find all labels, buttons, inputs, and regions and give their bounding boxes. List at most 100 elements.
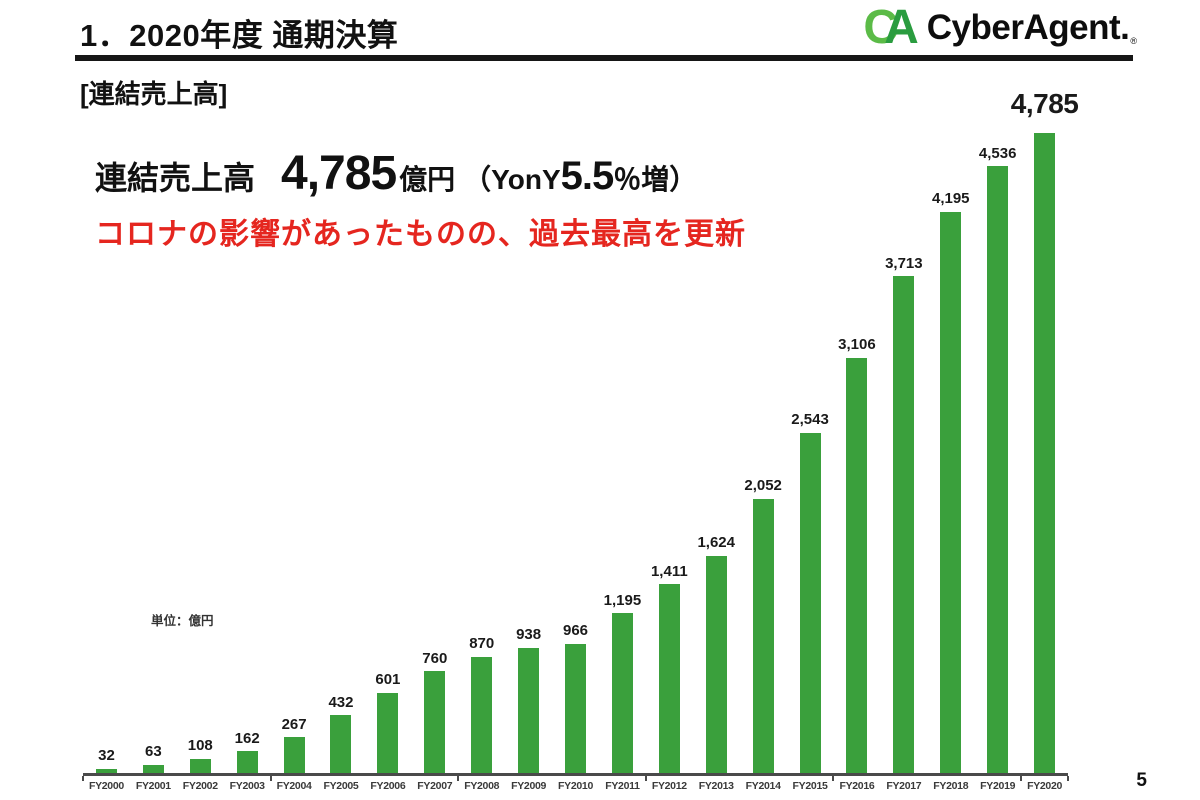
cyberagent-logo: C A CyberAgent. ®: [863, 4, 1137, 52]
bar: [142, 764, 164, 773]
bar-column: 601: [364, 672, 411, 773]
x-axis-label: FY2020: [1027, 780, 1063, 792]
bar: [1034, 133, 1056, 773]
bar: [95, 768, 117, 773]
page-number: 5: [1136, 770, 1147, 791]
bar: [424, 671, 446, 773]
bar: [658, 584, 680, 773]
bar-value-label: 108: [187, 737, 213, 755]
cyberagent-ca-icon: C A: [863, 4, 918, 52]
section-label: [連結売上高]: [80, 79, 228, 109]
bar: [799, 432, 821, 773]
bar-value-label: 3,713: [885, 254, 923, 272]
bar: [611, 613, 633, 773]
x-axis-label: FY2011: [605, 780, 640, 792]
bar-column: 1,411: [646, 562, 693, 773]
bar-column: 4,195: [927, 191, 974, 773]
x-axis-label: FY2004: [276, 780, 312, 792]
bar-value-label: 4,536: [978, 144, 1017, 162]
axis-tick: [1067, 776, 1069, 781]
x-axis-label: FY2000: [88, 780, 124, 792]
bar-column: 4,536: [974, 144, 1021, 773]
headline-subtitle: コロナの影響があったものの、過去最高を更新: [95, 218, 746, 251]
bar: [846, 357, 868, 773]
logo-letter-a: A: [884, 1, 919, 54]
bar: [330, 715, 352, 773]
bar-value-label: 2,543: [791, 411, 829, 429]
bar-column: 966: [552, 623, 599, 773]
logo-wordmark: CyberAgent.: [926, 8, 1130, 47]
axis-tick: [644, 776, 647, 781]
bar-column: 3,713: [880, 254, 927, 773]
bar: [940, 211, 962, 773]
headline-prefix: 連結売上高: [95, 160, 256, 196]
x-axis-label: FY2003: [229, 780, 265, 792]
bar: [565, 643, 587, 773]
x-axis-label: FY2009: [511, 780, 547, 792]
headline-yoy-open: （YonY: [463, 164, 561, 195]
chart-unit-label: 単位：億円: [151, 614, 214, 628]
bar-column: 108: [177, 738, 224, 773]
x-axis-label: FY2007: [417, 780, 453, 792]
headline-unit: 億円: [399, 164, 456, 195]
bar: [283, 737, 305, 773]
headline-block: 連結売上高 4,785 億円 （YonY 5.5 ％増） コロナの影響があったも…: [95, 146, 746, 253]
x-axis-label: FY2010: [558, 780, 593, 792]
headline-yoy-close: ％増）: [613, 164, 698, 195]
bar-column: 760: [411, 649, 458, 773]
page-title: 1．2020年度 通期決算: [80, 18, 399, 53]
bar-column: 267: [271, 716, 318, 773]
bar-value-label: 162: [234, 729, 260, 747]
x-axis-label: FY2017: [886, 780, 922, 792]
axis-tick: [82, 776, 84, 781]
bar-value-label: 601: [375, 671, 401, 689]
bar: [189, 758, 211, 773]
bar: [752, 498, 774, 773]
registered-trademark-icon: ®: [1130, 36, 1137, 46]
x-axis-label: FY2015: [792, 780, 828, 792]
bar-column: 870: [458, 636, 505, 773]
bar: [705, 555, 727, 773]
bar-value-label: 3,106: [838, 336, 876, 354]
axis-tick: [457, 776, 460, 781]
x-axis-label: FY2002: [182, 780, 218, 792]
bar-value-label: 1,624: [697, 534, 735, 552]
bar: [987, 166, 1009, 773]
headline-revenue: 連結売上高 4,785 億円 （YonY 5.5 ％増）: [95, 146, 746, 201]
bar-column: 32: [83, 748, 130, 773]
bar-value-label: 938: [516, 626, 542, 643]
x-axis-label: FY2018: [933, 780, 969, 792]
bar-value-label: 4,195: [931, 190, 970, 208]
bar-value-label: 1,195: [603, 591, 642, 609]
bar-column: 4,785: [1011, 88, 1079, 773]
bar-value-label: 2,052: [744, 477, 782, 494]
bar: [377, 692, 399, 773]
revenue-bar-chart: 単位：億円 32 63 108 162 267 432 601 760 870 938 966 1,1…: [82, 88, 1079, 792]
x-axis-label: FY2014: [745, 780, 781, 792]
x-axis-label: FY2006: [370, 780, 406, 792]
bar: [893, 276, 915, 773]
x-axis-label: FY2012: [651, 780, 687, 792]
x-axis-label: FY2008: [464, 780, 500, 792]
bar-column: 3,106: [834, 337, 881, 773]
x-axis-label: FY2001: [135, 780, 171, 792]
bar-value-label: 32: [98, 747, 115, 765]
bar-value-label: 760: [422, 649, 448, 667]
x-axis-label: FY2013: [698, 780, 734, 792]
x-axis-label: FY2016: [839, 780, 875, 792]
bar-column: 432: [318, 693, 365, 773]
x-axis-labels-row: FY2000 FY2001 FY2002 FY2003 FY2004 FY2005 FY20…: [83, 780, 1068, 792]
bar-value-label: 966: [563, 622, 589, 640]
bar-column: 938: [505, 626, 552, 773]
axis-tick: [1020, 776, 1023, 781]
bar-column: 63: [130, 744, 177, 773]
bar-value-label: 4,785: [1010, 88, 1079, 120]
logo-letter-c: C: [863, 1, 899, 54]
bar-value-label: 1,411: [650, 562, 688, 580]
x-axis-label: FY2019: [980, 780, 1016, 792]
bar: [518, 647, 540, 773]
bars-row: 32 63 108 162 267 432 601 760 870 938 966 1,195 1,41…: [82, 88, 1079, 781]
bar-value-label: 432: [328, 693, 354, 711]
axis-tick: [269, 776, 272, 781]
